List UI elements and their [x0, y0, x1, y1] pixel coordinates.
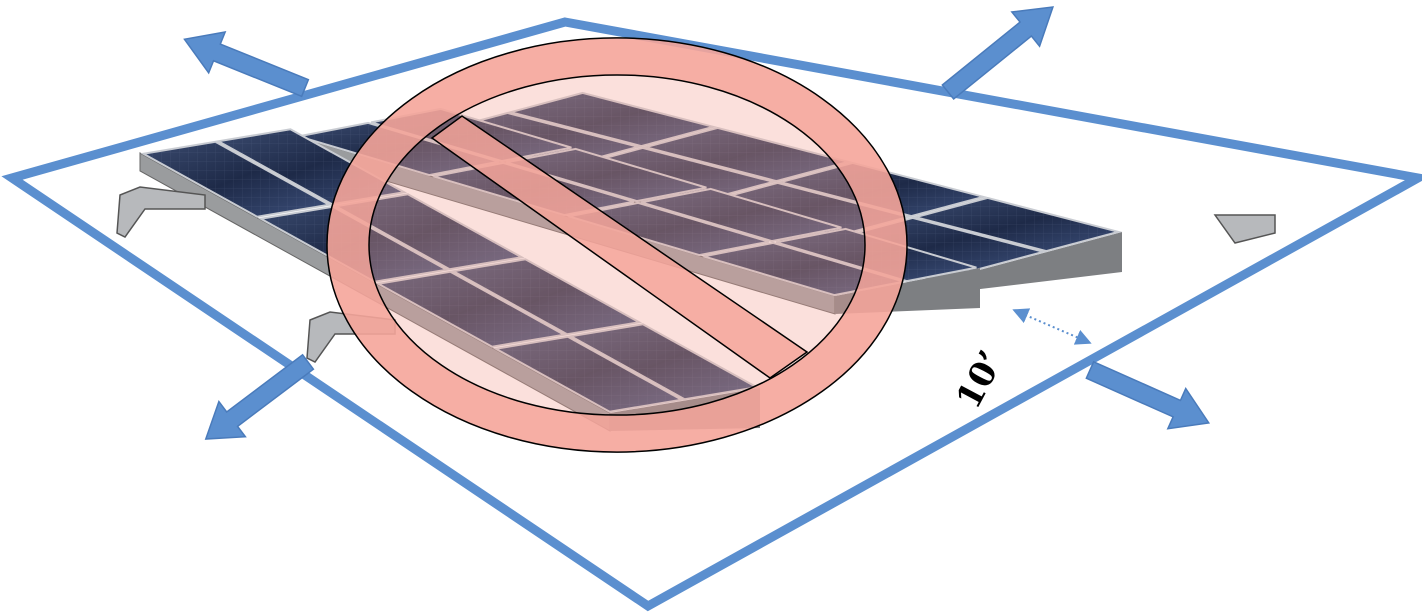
- module-cells: [378, 271, 565, 347]
- expansion-arrows: [183, 6, 1211, 440]
- module-cells: [453, 259, 640, 335]
- bracket: [1213, 214, 1276, 244]
- module-cells: [495, 336, 682, 412]
- module-cells: [641, 188, 842, 242]
- module-cells: [335, 194, 522, 270]
- module-cells: [645, 127, 849, 182]
- module-cells: [570, 324, 757, 400]
- module-cells: [506, 148, 707, 202]
- bracket: [116, 186, 206, 238]
- arrow: [183, 31, 310, 98]
- prohibition-sign: [326, 37, 908, 453]
- module-cells: [703, 242, 904, 296]
- dimension-line: [1012, 308, 1092, 345]
- arrow: [204, 353, 315, 440]
- module-cells: [705, 182, 909, 237]
- boundary: [1, 17, 1422, 612]
- frame: [972, 232, 1122, 290]
- module-cells: [568, 202, 769, 256]
- module-cells: [570, 147, 774, 202]
- module-cells: [143, 141, 330, 217]
- arrow: [941, 6, 1055, 101]
- module-cells: [510, 92, 714, 147]
- arrow: [1085, 360, 1211, 430]
- module-cells: [915, 197, 1119, 252]
